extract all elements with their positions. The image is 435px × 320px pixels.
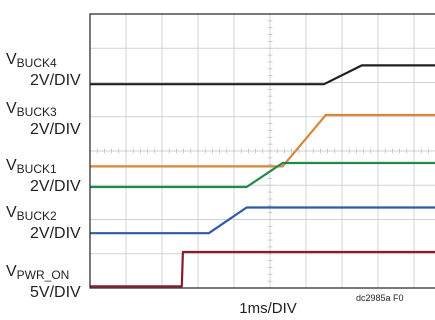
channel-label-buck4-sub: BUCK4 — [16, 56, 57, 70]
channel-label-pwr-on-sub: PWR_ON — [16, 268, 70, 282]
channel-label-buck3: VBUCK3 2V/DIV — [6, 100, 88, 138]
figure-id: dc2985a F0 — [356, 293, 404, 303]
grid — [89, 13, 435, 289]
channel-label-buck3-scale: 2V/DIV — [30, 121, 81, 138]
channel-label-buck1-name: V — [6, 157, 17, 174]
channel-label-pwr-on-name: V — [6, 263, 17, 280]
channel-label-buck4: VBUCK4 2V/DIV — [6, 51, 88, 89]
channel-label-pwr-on: VPWR_ON 5V/DIV — [6, 263, 88, 301]
channel-label-buck4-name: V — [6, 51, 17, 68]
channel-label-buck1: VBUCK1 2V/DIV — [6, 157, 88, 195]
channel-label-buck2-sub: BUCK2 — [16, 209, 57, 223]
trace-buck1 — [90, 161, 435, 189]
channel-label-buck1-sub: BUCK1 — [16, 162, 57, 176]
channel-label-buck2-scale: 2V/DIV — [30, 225, 81, 242]
trace-pwr-on — [90, 250, 435, 288]
channel-label-buck3-sub: BUCK3 — [16, 105, 57, 119]
trace-buck3 — [90, 113, 435, 168]
trace-buck2 — [90, 206, 435, 235]
channel-label-buck4-scale: 2V/DIV — [30, 72, 81, 89]
channel-label-buck3-name: V — [6, 100, 17, 117]
channel-label-buck1-scale: 2V/DIV — [30, 178, 81, 195]
plot-frame — [89, 13, 435, 289]
trace-buck4 — [90, 64, 435, 86]
channel-label-buck2: VBUCK2 2V/DIV — [6, 204, 88, 242]
channel-label-pwr-on-scale: 5V/DIV — [30, 284, 81, 301]
x-axis-label: 1ms/DIV — [239, 300, 297, 317]
channel-label-buck2-name: V — [6, 204, 17, 221]
traces — [90, 64, 435, 288]
